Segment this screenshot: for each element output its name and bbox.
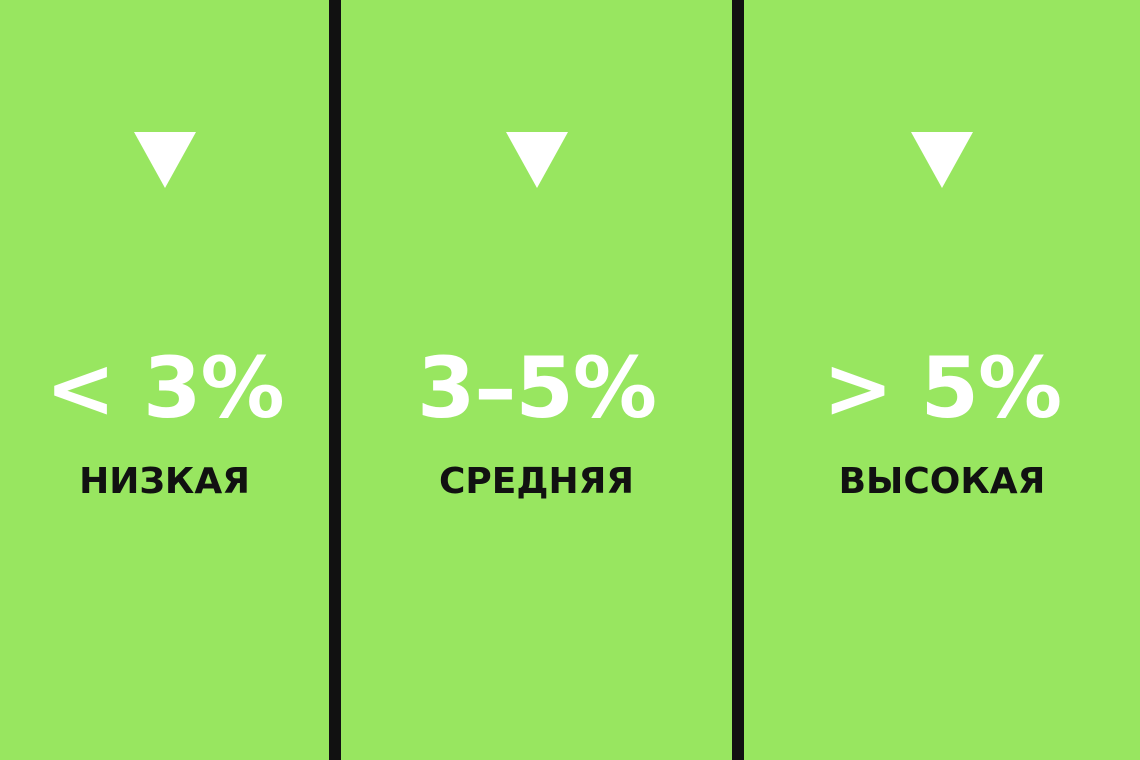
label-text: НИЗКАЯ — [79, 461, 250, 502]
triangle-down-icon — [133, 132, 196, 188]
label-text: ВЫСОКАЯ — [838, 461, 1046, 502]
column-high: > 5% ВЫСОКАЯ — [744, 0, 1140, 760]
column-low: < 3% НИЗКАЯ — [0, 0, 329, 760]
value-text: 3–5% — [416, 339, 657, 437]
column-medium: 3–5% СРЕДНЯЯ — [341, 0, 732, 760]
label-text: СРЕДНЯЯ — [438, 461, 635, 502]
divider — [732, 0, 744, 760]
value-text: > 5% — [822, 339, 1062, 437]
triangle-down-icon — [911, 132, 973, 188]
value-text: < 3% — [45, 339, 284, 437]
divider — [329, 0, 341, 760]
triangle-down-icon — [505, 132, 568, 188]
